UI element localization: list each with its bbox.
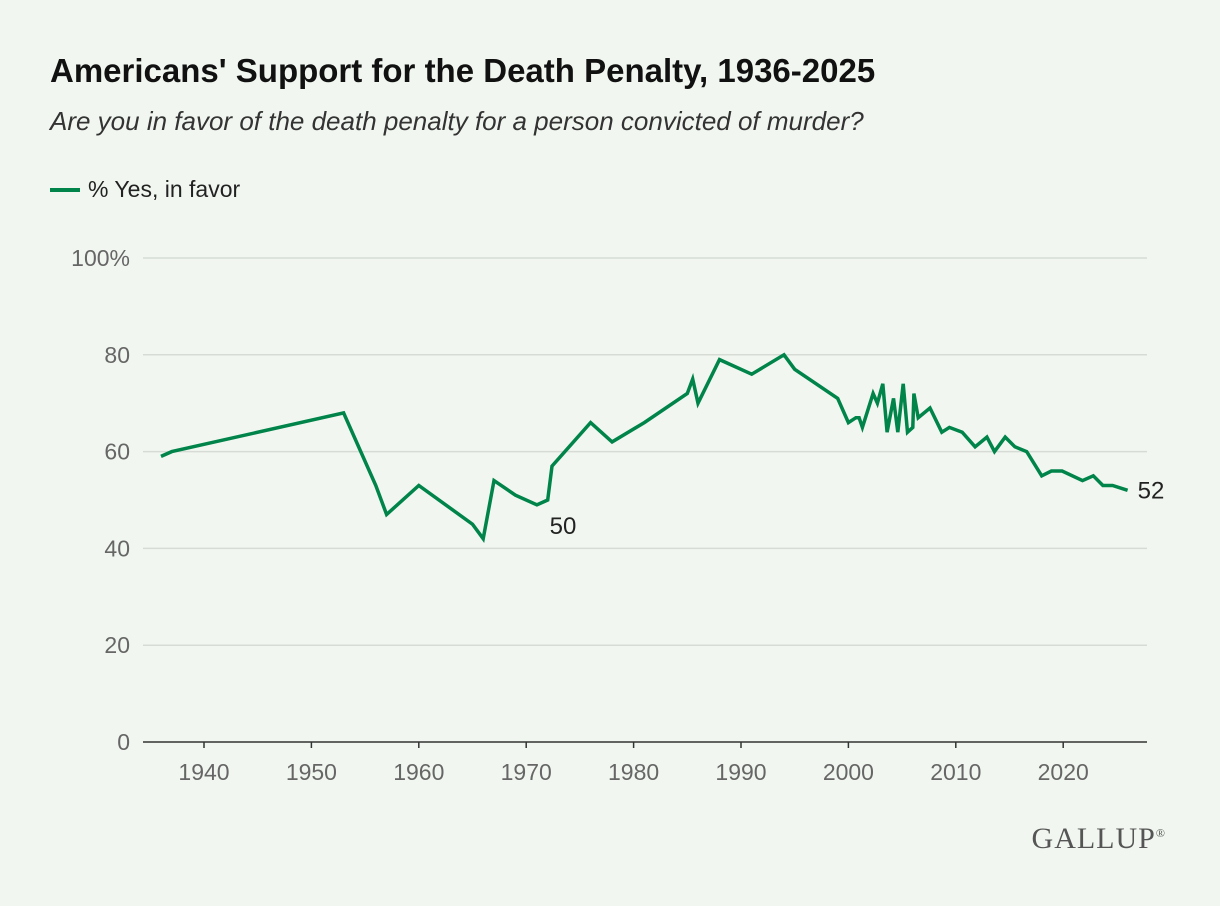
x-tick-label: 1970 — [501, 759, 552, 785]
x-tick-label: 2010 — [930, 759, 981, 785]
x-tick-label: 2020 — [1038, 759, 1089, 785]
legend-label: % Yes, in favor — [88, 176, 241, 202]
y-tick-label: 100% — [71, 245, 130, 271]
y-tick-label: 60 — [104, 439, 130, 465]
y-tick-label: 80 — [104, 342, 130, 368]
legend: % Yes, in favor — [50, 176, 240, 203]
x-tick-label: 1990 — [715, 759, 766, 785]
x-tick-label: 1960 — [393, 759, 444, 785]
x-tick-label: 2000 — [823, 759, 874, 785]
chart-subtitle: Are you in favor of the death penalty fo… — [50, 106, 864, 136]
data-label: 52 — [1138, 477, 1165, 504]
x-tick-label: 1980 — [608, 759, 659, 785]
x-tick-label: 1940 — [178, 759, 229, 785]
series-line — [160, 352, 1129, 543]
gallup-logo: GALLUP® — [1031, 822, 1166, 855]
data-label: 50 — [550, 513, 577, 540]
chart-title: Americans' Support for the Death Penalty… — [50, 52, 876, 89]
x-tick-label: 1950 — [286, 759, 337, 785]
y-tick-label: 0 — [117, 729, 130, 755]
y-tick-label: 20 — [104, 632, 130, 658]
y-tick-label: 40 — [104, 535, 130, 561]
legend-swatch — [50, 187, 80, 192]
